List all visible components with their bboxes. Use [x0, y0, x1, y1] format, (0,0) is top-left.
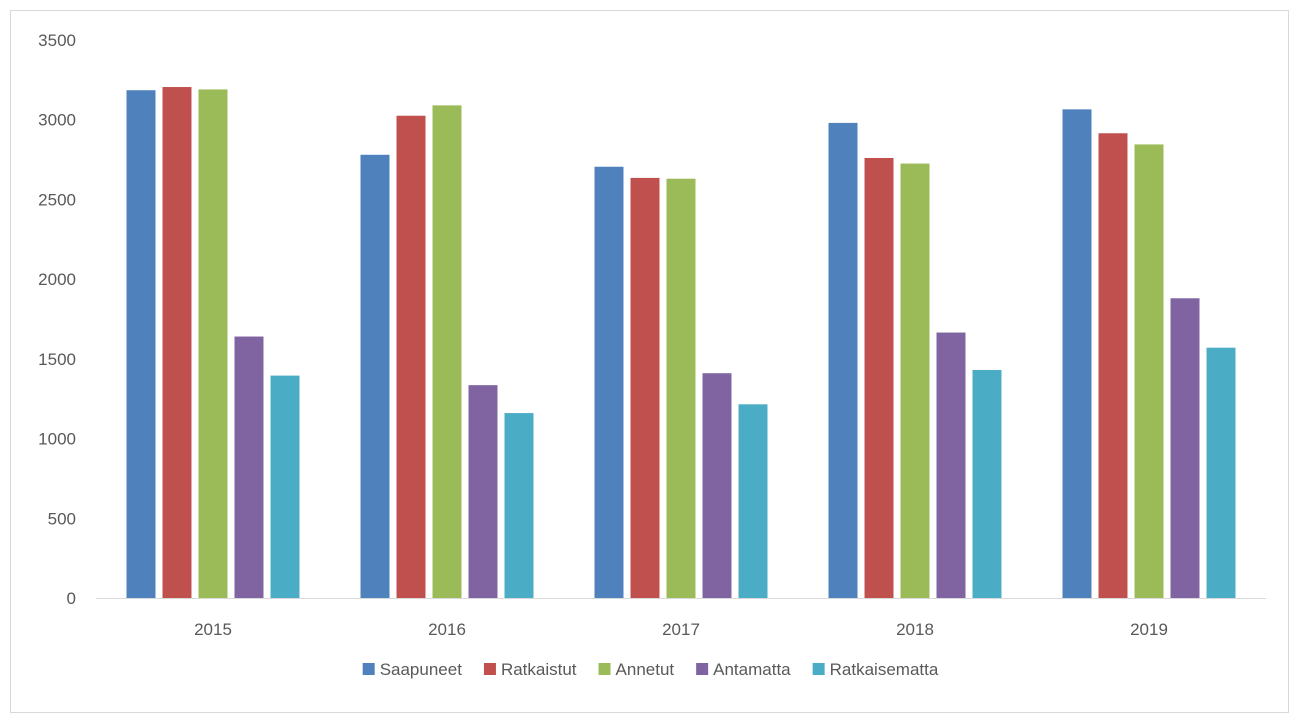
- legend-item-antamatta: Antamatta: [696, 660, 791, 679]
- bar-antamatta-2015: [234, 336, 264, 598]
- bar-saapuneet-2018: [828, 122, 858, 598]
- chart-frame: 0 500 1000 1500 2000 2500 3000 3500 2015 2016 201…: [10, 10, 1289, 713]
- legend-label: Antamatta: [713, 660, 791, 679]
- bar-annetut-2017: [666, 178, 696, 598]
- y-tick-label: 2000: [38, 270, 76, 289]
- bar-antamatta-2019: [1170, 298, 1200, 598]
- y-tick-label: 3500: [38, 31, 76, 50]
- bars: [126, 87, 1236, 599]
- bar-annetut-2016: [432, 105, 462, 598]
- bar-antamatta-2016: [468, 385, 498, 598]
- x-axis-ticks: 2015 2016 2017 2018 2019: [194, 620, 1168, 639]
- bar-saapuneet-2019: [1062, 109, 1092, 598]
- legend: Saapuneet Ratkaistut Annetut Antamatta Ratka…: [362, 660, 939, 679]
- bar-ratkaistut-2015: [162, 87, 192, 598]
- legend-swatch: [812, 663, 825, 675]
- bar-ratkaisematta-2019: [1206, 347, 1236, 598]
- legend-item-saapuneet: Saapuneet: [362, 660, 463, 679]
- y-tick-label: 0: [67, 589, 76, 608]
- bar-ratkaisematta-2017: [738, 404, 768, 598]
- bar-antamatta-2018: [936, 332, 966, 598]
- bar-annetut-2018: [900, 163, 930, 599]
- bar-ratkaisematta-2018: [972, 370, 1002, 598]
- legend-swatch: [483, 663, 496, 675]
- x-tick-label: 2015: [194, 620, 232, 639]
- bar-ratkaisematta-2016: [504, 413, 534, 598]
- y-axis-ticks: 0 500 1000 1500 2000 2500 3000 3500: [38, 31, 76, 608]
- y-tick-label: 1000: [38, 430, 76, 449]
- bar-ratkaistut-2016: [396, 115, 426, 598]
- legend-swatch: [696, 663, 709, 675]
- bar-ratkaistut-2017: [630, 177, 660, 599]
- bar-saapuneet-2017: [594, 166, 624, 598]
- legend-item-annetut: Annetut: [598, 660, 675, 679]
- bar-ratkaisematta-2015: [270, 375, 300, 598]
- x-tick-label: 2019: [1130, 620, 1168, 639]
- legend-label: Annetut: [616, 660, 675, 679]
- x-tick-label: 2018: [896, 620, 934, 639]
- y-tick-label: 3000: [38, 111, 76, 130]
- y-tick-label: 2500: [38, 190, 76, 209]
- x-tick-label: 2017: [662, 620, 700, 639]
- bar-annetut-2019: [1134, 144, 1164, 598]
- legend-label: Ratkaistut: [501, 660, 577, 679]
- x-tick-label: 2016: [428, 620, 466, 639]
- bar-annetut-2015: [198, 89, 228, 599]
- legend-item-ratkaistut: Ratkaistut: [483, 660, 577, 679]
- legend-item-ratkaisematta: Ratkaisematta: [812, 660, 939, 679]
- legend-swatch: [598, 663, 611, 675]
- bar-saapuneet-2016: [360, 154, 390, 598]
- legend-label: Saapuneet: [380, 660, 463, 679]
- y-tick-label: 500: [48, 509, 76, 528]
- bar-saapuneet-2015: [126, 90, 156, 598]
- legend-swatch: [362, 663, 375, 675]
- bar-ratkaistut-2018: [864, 157, 894, 598]
- y-tick-label: 1500: [38, 350, 76, 369]
- bar-ratkaistut-2019: [1098, 133, 1128, 598]
- bar-antamatta-2017: [702, 373, 732, 598]
- legend-label: Ratkaisematta: [830, 660, 939, 679]
